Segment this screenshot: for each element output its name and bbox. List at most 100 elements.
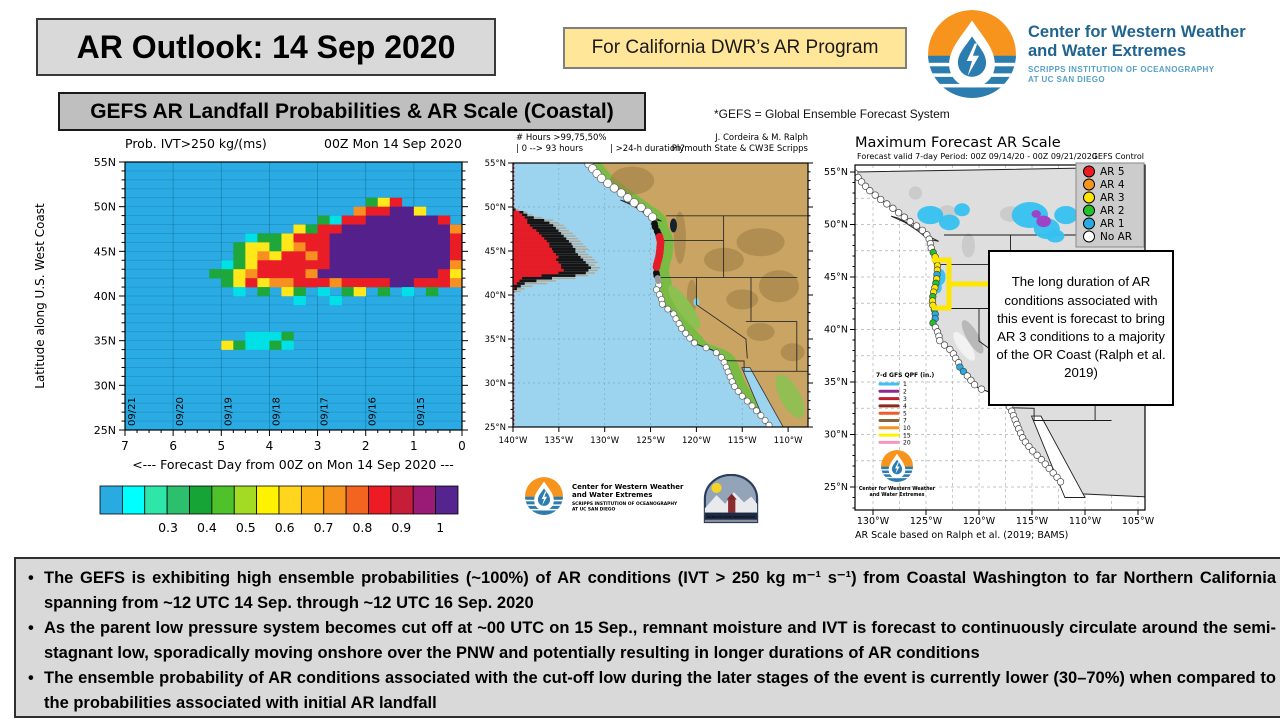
svg-text:No AR: No AR xyxy=(1100,231,1132,243)
cw3e-drop-icon xyxy=(525,477,563,515)
svg-text:55N: 55N xyxy=(94,156,116,169)
ar-scale-subtitle: Forecast valid 7-day Period: 00Z 09/14/2… xyxy=(857,152,1097,161)
svg-text:55°N: 55°N xyxy=(824,167,848,178)
heatmap-title: Prob. IVT>250 kg/(ms) xyxy=(125,136,267,151)
svg-text:AR 3: AR 3 xyxy=(1100,192,1125,204)
bullet-item: • The ensemble probability of AR conditio… xyxy=(28,666,1276,716)
svg-text:AR 2: AR 2 xyxy=(1100,205,1125,217)
ar-scale-dots xyxy=(855,169,1065,486)
svg-text:115°W: 115°W xyxy=(728,436,757,446)
svg-text:130°W: 130°W xyxy=(857,516,890,527)
svg-text:09/15: 09/15 xyxy=(416,397,427,426)
cw3e-name-1: Center for Western Weather xyxy=(1028,22,1246,41)
svg-text:55°N: 55°N xyxy=(485,159,506,169)
heatmap-xlabel: <--- Forecast Day from 00Z on Mon 14 Sep… xyxy=(132,457,454,472)
cw3e-logo-mini: Center for Western Weather and Water Ext… xyxy=(859,450,936,498)
svg-text:25°N: 25°N xyxy=(824,482,848,493)
svg-text:4: 4 xyxy=(266,439,274,453)
svg-text:35°N: 35°N xyxy=(485,335,506,345)
svg-text:30N: 30N xyxy=(94,379,116,392)
svg-text:45°N: 45°N xyxy=(824,272,848,283)
svg-text:120°W: 120°W xyxy=(682,436,711,446)
svg-text:09/16: 09/16 xyxy=(368,397,379,426)
credit-orgs: Plymouth State & CW3E Scripps xyxy=(672,144,809,154)
bullet-icon: • xyxy=(28,569,34,587)
or-coast-bracket xyxy=(931,257,991,311)
gefs-control-label: GEFS Control xyxy=(1092,152,1144,161)
or-coast-callout: The long duration of AR conditions assoc… xyxy=(988,250,1174,406)
coast-dots xyxy=(584,163,773,427)
ar-scale-title: Maximum Forecast AR Scale xyxy=(855,135,1061,151)
cw3e-logo-text: Center for Western Weather and Water Ext… xyxy=(1028,23,1246,86)
ar-scale-legend: AR 5AR 4AR 3AR 2AR 1No AR xyxy=(1075,162,1145,248)
svg-text:0.6: 0.6 xyxy=(275,520,295,535)
map-axes: 55°N 50°N 45°N 40°N 35°N 30°N 25°N 140°W 135°W 13… xyxy=(485,159,813,446)
map-body xyxy=(513,163,808,427)
bullet-icon: • xyxy=(28,619,34,637)
svg-text:120°W: 120°W xyxy=(963,516,996,527)
page-title: AR Outlook: 14 Sep 2020 xyxy=(36,18,496,76)
summary-bullets: • The GEFS is exhibiting high ensemble pr… xyxy=(14,557,1280,718)
cw3e-sub-1: SCRIPPS INSTITUTION OF OCEANOGRAPHY xyxy=(572,501,678,507)
svg-text:09/19: 09/19 xyxy=(223,397,234,426)
svg-text:110°W: 110°W xyxy=(1069,516,1102,527)
svg-text:09/18: 09/18 xyxy=(271,397,282,426)
svg-text:7: 7 xyxy=(121,439,129,453)
duration-question: | >24-h duration? xyxy=(610,144,685,154)
svg-text:45N: 45N xyxy=(94,245,116,258)
svg-text:2: 2 xyxy=(903,389,907,396)
cw3e-name-1: Center for Western Weather xyxy=(859,486,936,492)
cw3e-logo: Center for Western Weather and Water Ext… xyxy=(928,6,1273,102)
svg-text:105°W: 105°W xyxy=(1122,516,1155,527)
svg-text:45°N: 45°N xyxy=(485,247,506,257)
svg-text:AR 4: AR 4 xyxy=(1100,179,1125,191)
heatmap-ylabel: Latitude along U.S. West Coast xyxy=(33,203,47,389)
heatmap-cells xyxy=(209,197,463,350)
terrain-shading xyxy=(610,166,805,362)
cw3e-sub-1: SCRIPPS INSTITUTION OF OCEANOGRAPHY xyxy=(1028,64,1215,74)
svg-text:40°N: 40°N xyxy=(824,325,848,336)
svg-text:6: 6 xyxy=(169,439,177,453)
callout-text: The long duration of AR conditions assoc… xyxy=(996,274,1166,381)
svg-text:25°N: 25°N xyxy=(485,423,506,433)
cw3e-name-2: and Water Extremes xyxy=(1028,41,1187,60)
svg-text:0: 0 xyxy=(458,439,466,453)
svg-text:09/17: 09/17 xyxy=(320,397,331,426)
plymouth-state-logo xyxy=(703,474,759,524)
hours-header: # Hours >99,75,50% xyxy=(516,133,606,143)
svg-text:125°W: 125°W xyxy=(636,436,665,446)
qpf-legend-title: 7-d GFS QPF (in.) xyxy=(876,372,935,379)
svg-text:15: 15 xyxy=(903,432,911,439)
probability-colorbar: 0.3 0.4 0.5 0.6 0.7 0.8 0.9 1 xyxy=(99,485,459,535)
cw3e-logo-small: Center for Western Weather and Water Ext… xyxy=(525,477,684,515)
heatmap-init-time: 00Z Mon 14 Sep 2020 xyxy=(324,136,462,151)
svg-text:09/20: 09/20 xyxy=(175,397,186,426)
svg-text:5: 5 xyxy=(903,410,907,417)
qpf-patches xyxy=(917,202,1078,294)
svg-text:25N: 25N xyxy=(94,424,116,437)
ar-scale-caption: AR Scale based on Ralph et al. (2019; BA… xyxy=(855,530,1068,541)
svg-text:0.7: 0.7 xyxy=(314,520,334,535)
landfall-hours-map: # Hours >99,75,50% | 0 --> 93 hours | >2… xyxy=(485,133,813,524)
program-badge: For California DWR’s AR Program xyxy=(563,27,907,69)
cw3e-name-2: and Water Extremes xyxy=(572,491,652,499)
svg-text:0.8: 0.8 xyxy=(352,520,372,535)
cw3e-sub-2: AT UC SAN DIEGO xyxy=(572,507,616,513)
bullet-item: • As the parent low pressure system becom… xyxy=(28,616,1276,666)
svg-text:20: 20 xyxy=(903,440,911,447)
svg-text:0.5: 0.5 xyxy=(236,520,256,535)
svg-text:1: 1 xyxy=(436,520,444,535)
svg-text:50°N: 50°N xyxy=(824,220,848,231)
svg-text:35°N: 35°N xyxy=(824,377,848,388)
bullet-item: • The GEFS is exhibiting high ensemble pr… xyxy=(28,566,1276,616)
svg-text:130°W: 130°W xyxy=(590,436,619,446)
gefs-footnote: *GEFS = Global Ensemble Forecast System xyxy=(714,107,950,121)
ar-probability-heatmap: Prob. IVT>250 kg/(ms) 00Z Mon 14 Sep 202… xyxy=(33,136,468,535)
cw3e-sub-2: AT UC SAN DIEGO xyxy=(1028,74,1105,84)
svg-text:30°N: 30°N xyxy=(485,379,506,389)
hours-range: | 0 --> 93 hours xyxy=(516,144,584,154)
svg-text:0.4: 0.4 xyxy=(197,520,217,535)
